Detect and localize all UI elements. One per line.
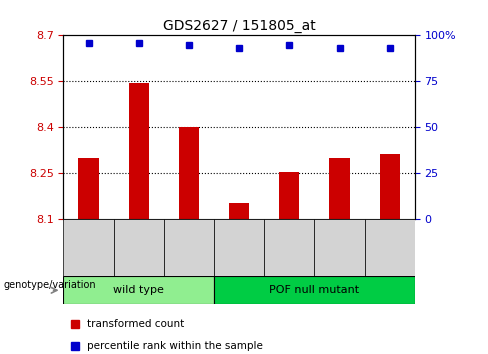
FancyBboxPatch shape <box>264 219 314 276</box>
FancyBboxPatch shape <box>214 219 264 276</box>
Title: GDS2627 / 151805_at: GDS2627 / 151805_at <box>163 19 316 33</box>
FancyBboxPatch shape <box>63 219 114 276</box>
Bar <box>179 127 199 219</box>
Bar <box>279 172 299 219</box>
Text: genotype/variation: genotype/variation <box>3 280 96 290</box>
Bar <box>129 83 149 219</box>
Text: POF null mutant: POF null mutant <box>269 285 360 295</box>
Text: percentile rank within the sample: percentile rank within the sample <box>87 341 264 350</box>
Text: wild type: wild type <box>113 285 164 295</box>
FancyBboxPatch shape <box>365 219 415 276</box>
Bar <box>229 202 249 219</box>
FancyBboxPatch shape <box>314 219 365 276</box>
Bar <box>329 158 349 219</box>
FancyBboxPatch shape <box>63 276 214 304</box>
FancyBboxPatch shape <box>214 276 415 304</box>
Bar <box>79 158 99 219</box>
Text: transformed count: transformed count <box>87 319 184 329</box>
Bar <box>380 154 400 219</box>
FancyBboxPatch shape <box>164 219 214 276</box>
FancyBboxPatch shape <box>114 219 164 276</box>
